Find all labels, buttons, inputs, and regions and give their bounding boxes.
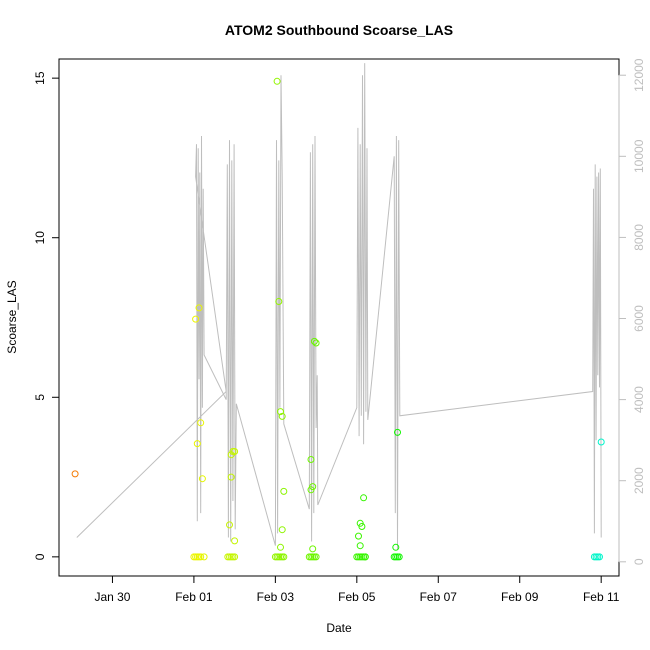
y-tick-label: 15: [33, 71, 47, 85]
y2-tick-label: 10000: [632, 139, 646, 173]
data-point: [596, 553, 603, 561]
data-point: [395, 553, 403, 561]
points-layer: [71, 77, 605, 561]
y2-tick-label: 2000: [632, 467, 646, 494]
x-axis: Jan 30 Feb 01 Feb 03 Feb 05 Feb 07 Feb 09 Feb …: [94, 575, 620, 604]
data-point: [597, 438, 605, 446]
data-point: [227, 473, 235, 481]
data-point: [360, 494, 368, 502]
x-tick-label: Feb 09: [501, 590, 539, 604]
data-point: [200, 553, 208, 561]
data-point: [197, 419, 205, 427]
right-axis-line-layer: [76, 63, 602, 550]
data-point: [392, 543, 400, 551]
data-point: [278, 412, 286, 420]
y-tick-label: 0: [33, 553, 47, 560]
data-point: [193, 440, 201, 448]
y2-axis: 0 2000 4000 6000 8000 10000 12000: [618, 58, 646, 565]
data-point: [277, 543, 284, 551]
data-point: [355, 532, 362, 540]
data-point: [273, 77, 281, 85]
x-tick-label: Feb 01: [175, 590, 213, 604]
data-point: [231, 448, 239, 455]
data-point: [309, 483, 317, 491]
x-tick-label: Feb 07: [420, 590, 458, 604]
y-axis-label: Scoarse_LAS: [5, 280, 19, 353]
y2-tick-label: 4000: [632, 386, 646, 413]
data-point: [231, 537, 239, 545]
x-tick-label: Feb 11: [583, 590, 620, 604]
x-tick-label: Jan 30: [94, 590, 130, 604]
data-point: [280, 553, 288, 561]
data-point: [275, 298, 283, 305]
data-point: [307, 456, 315, 463]
data-point: [312, 553, 320, 561]
data-point: [278, 526, 286, 534]
data-point: [192, 315, 200, 323]
data-point: [310, 337, 318, 345]
data-point: [356, 542, 364, 550]
data-point: [197, 553, 205, 561]
y-tick-label: 5: [33, 394, 47, 401]
data-point: [195, 304, 203, 312]
data-point: [394, 428, 401, 436]
data-point: [312, 339, 320, 347]
y2-tick-label: 6000: [632, 305, 646, 332]
data-point: [226, 521, 233, 529]
data-point: [361, 553, 369, 561]
data-point: [277, 408, 284, 416]
data-point: [309, 545, 317, 553]
data-point: [198, 475, 206, 483]
x-axis-label: Date: [326, 621, 352, 635]
x-tick-label: Feb 05: [338, 590, 376, 604]
plot-frame: [58, 58, 620, 577]
data-point: [358, 523, 366, 530]
data-point: [280, 487, 288, 495]
x-tick-label: Feb 03: [257, 590, 295, 604]
y2-tick-label: 12000: [632, 58, 646, 92]
y2-tick-label: 8000: [632, 224, 646, 251]
chart-title: ATOM2 Southbound Scoarse_LAS: [225, 22, 453, 38]
data-point: [71, 470, 79, 478]
y-tick-label: 10: [33, 231, 47, 245]
data-point: [231, 553, 239, 561]
y-axis: 0 5 10 15: [33, 71, 60, 560]
series-line: [76, 63, 602, 550]
y2-tick-label: 0: [632, 558, 646, 565]
